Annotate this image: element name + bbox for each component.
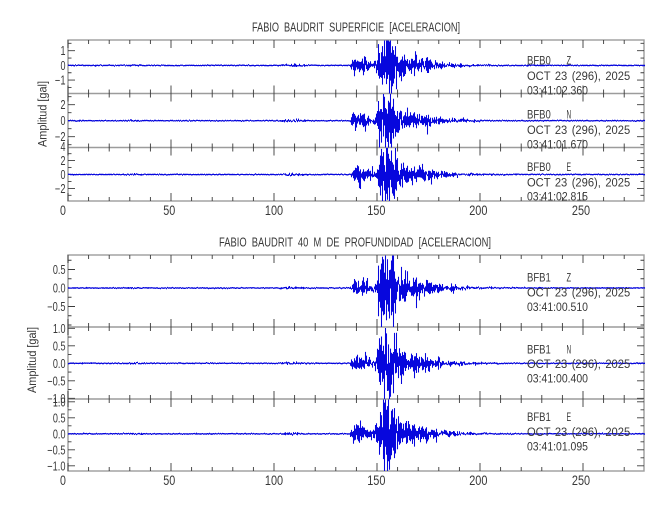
svg-text:E: E bbox=[567, 160, 572, 174]
svg-text:0: 0 bbox=[60, 203, 66, 218]
svg-text:BFB1: BFB1 bbox=[527, 343, 551, 357]
svg-text:100: 100 bbox=[265, 203, 283, 218]
svg-text:OCT 23 (296), 2025: OCT 23 (296), 2025 bbox=[527, 357, 630, 371]
svg-text:0.5: 0.5 bbox=[53, 263, 66, 277]
svg-text:100: 100 bbox=[265, 473, 283, 488]
svg-text:0.0: 0.0 bbox=[53, 282, 66, 296]
svg-text:200: 200 bbox=[469, 203, 487, 218]
svg-text:2: 2 bbox=[61, 98, 66, 112]
svg-text:−2: −2 bbox=[55, 182, 66, 196]
svg-text:0: 0 bbox=[61, 114, 66, 128]
svg-text:BFB1: BFB1 bbox=[527, 410, 551, 424]
svg-text:0: 0 bbox=[61, 168, 66, 182]
svg-text:150: 150 bbox=[367, 203, 385, 218]
svg-text:03:41:02.815: 03:41:02.815 bbox=[527, 190, 588, 204]
svg-text:N: N bbox=[567, 343, 572, 357]
svg-text:−1.0: −1.0 bbox=[47, 392, 65, 406]
svg-text:−0.5: −0.5 bbox=[47, 443, 65, 457]
svg-text:N: N bbox=[567, 108, 572, 122]
svg-text:BFB0: BFB0 bbox=[527, 108, 551, 122]
svg-text:50: 50 bbox=[163, 203, 175, 218]
svg-text:FABIO BAUDRIT 40 M DE PROFUNDI: FABIO BAUDRIT 40 M DE PROFUNDIDAD [ACELE… bbox=[219, 234, 491, 249]
svg-text:03:41:00.400: 03:41:00.400 bbox=[527, 372, 588, 386]
svg-text:E: E bbox=[567, 410, 572, 424]
svg-text:OCT 23 (296), 2025: OCT 23 (296), 2025 bbox=[527, 176, 630, 190]
svg-text:250: 250 bbox=[572, 473, 590, 488]
svg-text:OCT 23 (296), 2025: OCT 23 (296), 2025 bbox=[527, 425, 630, 439]
svg-text:50: 50 bbox=[163, 473, 175, 488]
svg-text:150: 150 bbox=[367, 473, 385, 488]
svg-text:Z: Z bbox=[567, 271, 572, 285]
svg-text:Amplitud [gal]: Amplitud [gal] bbox=[36, 81, 50, 147]
svg-text:1.0: 1.0 bbox=[53, 322, 66, 336]
svg-text:03:41:01.095: 03:41:01.095 bbox=[527, 440, 588, 454]
svg-text:0.0: 0.0 bbox=[53, 357, 66, 371]
svg-text:0: 0 bbox=[61, 59, 66, 73]
svg-text:0.0: 0.0 bbox=[53, 427, 66, 441]
svg-text:0.5: 0.5 bbox=[53, 339, 66, 353]
svg-text:−0.5: −0.5 bbox=[47, 374, 65, 388]
svg-text:OCT 23 (296), 2025: OCT 23 (296), 2025 bbox=[527, 123, 630, 137]
svg-text:Amplitud [gal]: Amplitud [gal] bbox=[25, 327, 39, 393]
svg-text:BFB1: BFB1 bbox=[527, 271, 551, 285]
svg-text:Z: Z bbox=[567, 53, 572, 67]
svg-text:250: 250 bbox=[572, 203, 590, 218]
svg-text:−1.0: −1.0 bbox=[47, 459, 65, 473]
svg-text:1: 1 bbox=[61, 44, 66, 58]
svg-text:0.5: 0.5 bbox=[53, 411, 66, 425]
svg-text:OCT 23 (296), 2025: OCT 23 (296), 2025 bbox=[527, 69, 630, 83]
svg-text:FABIO BAUDRIT SUPERFICIE [ACEL: FABIO BAUDRIT SUPERFICIE [ACELERACION] bbox=[252, 19, 460, 34]
svg-text:200: 200 bbox=[469, 473, 487, 488]
svg-text:−2: −2 bbox=[55, 130, 66, 144]
svg-text:4: 4 bbox=[61, 140, 66, 154]
svg-text:OCT 23 (296), 2025: OCT 23 (296), 2025 bbox=[527, 286, 630, 300]
svg-text:03:41:02.360: 03:41:02.360 bbox=[527, 84, 588, 98]
svg-text:2: 2 bbox=[61, 154, 66, 168]
svg-text:1.0: 1.0 bbox=[53, 395, 66, 409]
svg-text:0: 0 bbox=[60, 473, 66, 488]
svg-text:03:41:00.510: 03:41:00.510 bbox=[527, 300, 588, 314]
svg-text:BFB0: BFB0 bbox=[527, 53, 551, 67]
svg-text:BFB0: BFB0 bbox=[527, 160, 551, 174]
svg-text:−0.5: −0.5 bbox=[47, 300, 65, 314]
svg-text:03:41:01.670: 03:41:01.670 bbox=[527, 137, 588, 151]
svg-text:−1: −1 bbox=[55, 74, 66, 88]
